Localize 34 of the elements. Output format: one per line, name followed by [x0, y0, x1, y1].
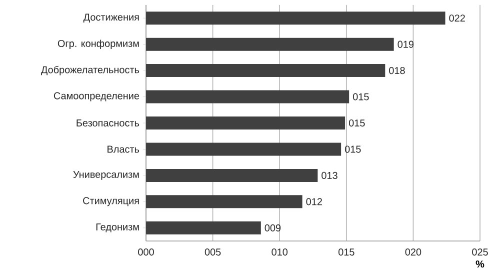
x-tick-label: 020: [405, 248, 422, 256]
bar: [146, 90, 350, 104]
y-tick-label: Огр. конформизм: [58, 40, 139, 49]
bar: [146, 195, 302, 208]
bar: [146, 12, 446, 25]
x-axis-title: %: [476, 260, 484, 268]
x-tick-label: 000: [138, 248, 154, 256]
data-label: 012: [306, 198, 322, 206]
x-tick-label: 005: [204, 248, 221, 256]
bar: [146, 221, 261, 234]
data-label: 015: [344, 146, 361, 153]
data-label: 015: [352, 93, 369, 100]
x-tick-label: 015: [338, 248, 354, 256]
bar: [146, 116, 346, 130]
data-label: 015: [348, 119, 365, 127]
y-tick-label: Стимуляция: [83, 197, 139, 206]
bar: [146, 168, 318, 182]
x-tick-label: 025: [472, 248, 488, 256]
y-tick-label: Власть: [108, 146, 140, 153]
data-label: 018: [389, 67, 405, 74]
y-tick-label: Универсализм: [73, 170, 139, 180]
y-tick-label: Безопасность: [76, 120, 140, 126]
data-label: 019: [398, 40, 414, 48]
data-label: 022: [449, 14, 465, 22]
y-tick-label: Доброжелательность: [41, 66, 140, 76]
y-tick-label: Самоопределение: [54, 92, 140, 102]
bar: [146, 38, 394, 51]
bar: [146, 64, 386, 78]
data-label: 009: [264, 224, 281, 232]
x-tick-label: 010: [272, 248, 288, 256]
bar: [146, 142, 342, 156]
data-label: 013: [322, 172, 338, 179]
y-tick-label: Достижения: [83, 14, 139, 23]
y-tick-label: Гедонизм: [96, 223, 139, 232]
